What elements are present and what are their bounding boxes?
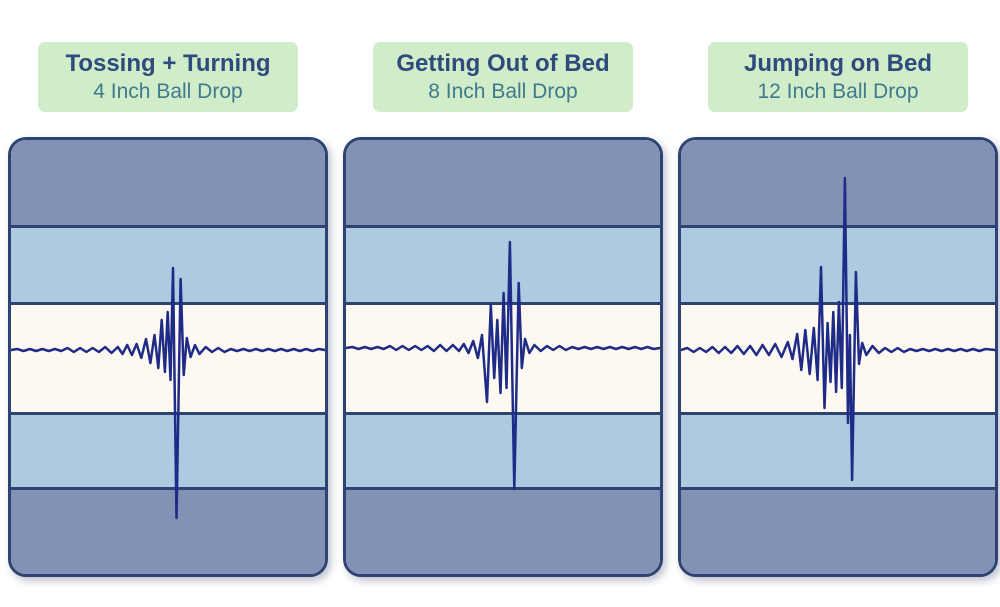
mattress-card <box>8 137 328 577</box>
header-label: Getting Out of Bed 8 Inch Ball Drop <box>373 42 633 112</box>
vibration-waveform <box>681 176 995 482</box>
panel-jumping-on-bed: Jumping on Bed 12 Inch Ball Drop <box>678 42 998 577</box>
wave-path <box>681 176 995 482</box>
mattress-layer-top-dark <box>681 140 995 225</box>
mattress-layer-upper-light <box>11 225 325 302</box>
panel-subtitle: 4 Inch Ball Drop <box>93 80 243 104</box>
panel-title: Getting Out of Bed <box>396 50 610 78</box>
header-label: Jumping on Bed 12 Inch Ball Drop <box>708 42 968 112</box>
mattress-layer-top-dark <box>346 140 660 225</box>
vibration-waveform <box>11 266 325 520</box>
mattress-card <box>678 137 998 577</box>
panel-subtitle: 8 Inch Ball Drop <box>428 80 578 104</box>
panel-getting-out-of-bed: Getting Out of Bed 8 Inch Ball Drop <box>343 42 663 577</box>
panel-title: Tossing + Turning <box>65 50 271 78</box>
mattress-layer-upper-light <box>346 225 660 302</box>
wave-path <box>346 240 660 491</box>
mattress-layer-bottom-dark <box>11 487 325 574</box>
vibration-waveform <box>346 240 660 491</box>
mattress-layer-top-dark <box>11 140 325 225</box>
mattress-layer-lower-light <box>346 412 660 487</box>
panel-tossing-turning: Tossing + Turning 4 Inch Ball Drop <box>8 42 328 577</box>
header-label: Tossing + Turning 4 Inch Ball Drop <box>38 42 298 112</box>
wave-path <box>11 266 325 520</box>
panel-title: Jumping on Bed <box>744 50 932 78</box>
mattress-layer-lower-light <box>681 412 995 487</box>
mattress-layer-bottom-dark <box>681 487 995 574</box>
mattress-layer-lower-light <box>11 412 325 487</box>
mattress-card <box>343 137 663 577</box>
mattress-layer-bottom-dark <box>346 487 660 574</box>
mattress-layer-upper-light <box>681 225 995 302</box>
panel-subtitle: 12 Inch Ball Drop <box>757 80 919 104</box>
